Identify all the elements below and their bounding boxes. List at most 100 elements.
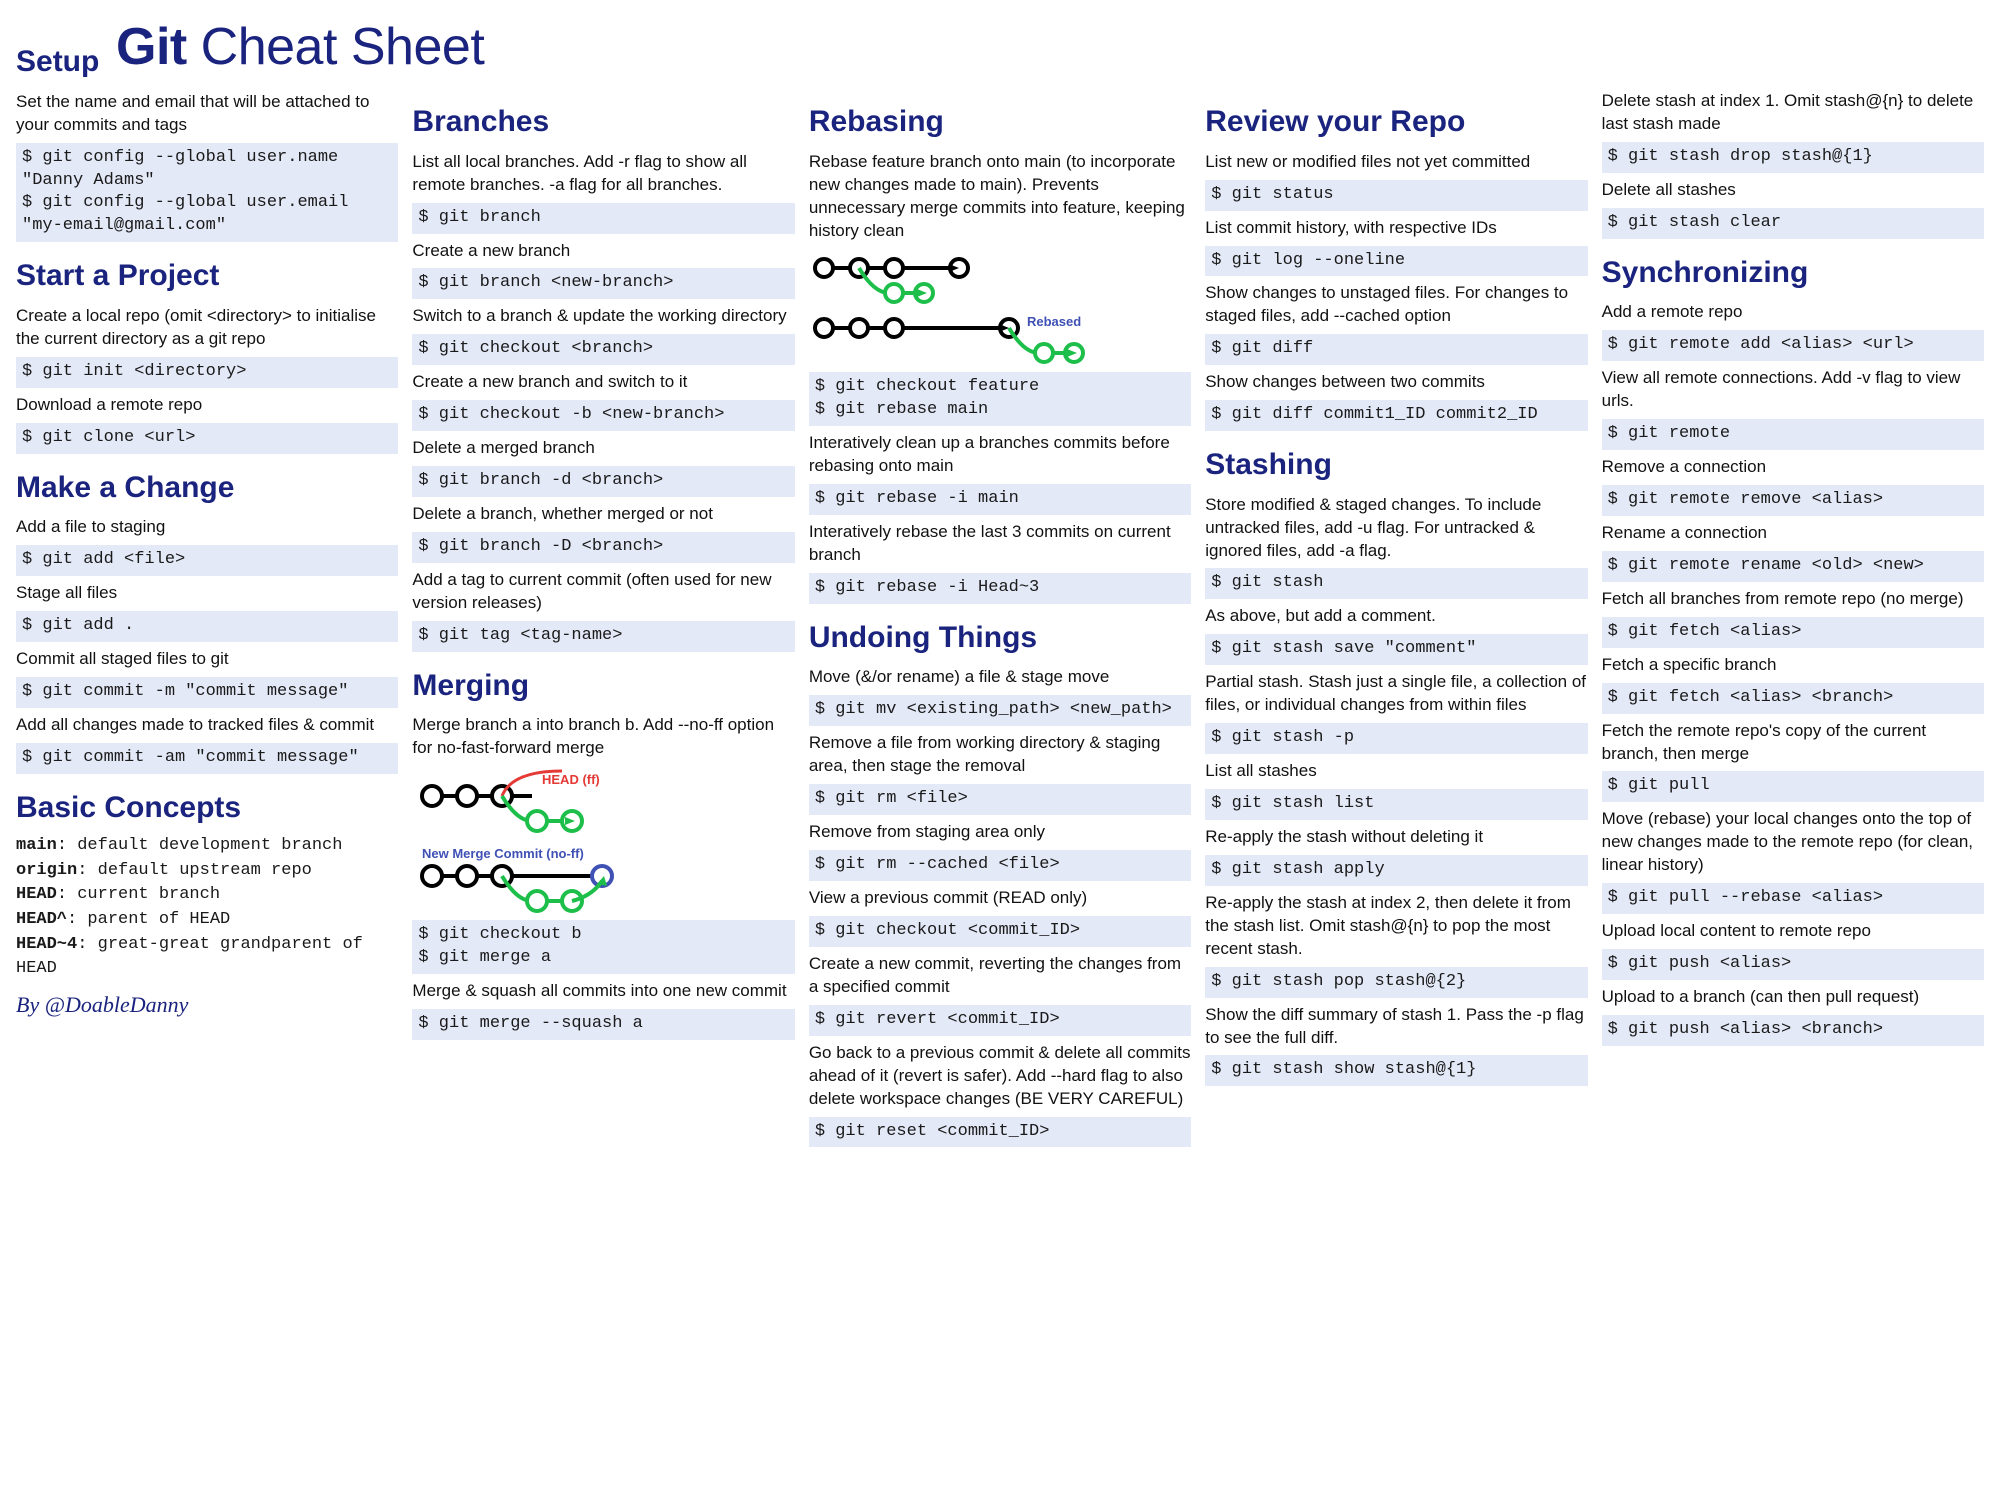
description: Move (&/or rename) a file & stage move — [809, 664, 1191, 691]
description: Interatively clean up a branches commits… — [809, 430, 1191, 480]
description: Create a new branch and switch to it — [412, 369, 794, 396]
code-block: $ git branch -d <branch> — [412, 466, 794, 497]
code-block: $ git stash list — [1205, 789, 1587, 820]
description: Fetch a specific branch — [1602, 652, 1984, 679]
code-block: $ git merge --squash a — [412, 1009, 794, 1040]
svg-text:HEAD (ff): HEAD (ff) — [542, 772, 600, 787]
description: Re-apply the stash at index 2, then dele… — [1205, 890, 1587, 963]
code-block: $ git branch -D <branch> — [412, 532, 794, 563]
column-2: BranchesList all local branches. Add -r … — [412, 88, 794, 1500]
code-block: $ git remote rename <old> <new> — [1602, 551, 1984, 582]
description: Rename a connection — [1602, 520, 1984, 547]
rebase-diagram: Rebased — [809, 248, 1191, 368]
description: Add all changes made to tracked files & … — [16, 712, 398, 739]
concepts-list: main: default development branchorigin: … — [16, 834, 398, 982]
code-block: $ git push <alias> — [1602, 949, 1984, 980]
description: As above, but add a comment. — [1205, 603, 1587, 630]
description: Set the name and email that will be atta… — [16, 89, 398, 139]
column-5: Delete stash at index 1. Omit stash@{n} … — [1602, 88, 1984, 1500]
code-block: $ git init <directory> — [16, 357, 398, 388]
code-block: $ git remote remove <alias> — [1602, 485, 1984, 516]
description: Show changes to unstaged files. For chan… — [1205, 280, 1587, 330]
code-block: $ git config --global user.name "Danny A… — [16, 143, 398, 243]
code-block: $ git remote — [1602, 419, 1984, 450]
code-block: $ git rm --cached <file> — [809, 850, 1191, 881]
code-block: $ git branch <new-branch> — [412, 268, 794, 299]
description: Show changes between two commits — [1205, 369, 1587, 396]
section-heading: Review your Repo — [1205, 102, 1587, 143]
code-block: $ git revert <commit_ID> — [809, 1005, 1191, 1036]
code-block: $ git stash clear — [1602, 208, 1984, 239]
description: Show the diff summary of stash 1. Pass t… — [1205, 1002, 1587, 1052]
description: Store modified & staged changes. To incl… — [1205, 492, 1587, 565]
description: Create a new commit, reverting the chang… — [809, 951, 1191, 1001]
description: Upload local content to remote repo — [1602, 918, 1984, 945]
code-block: $ git commit -am "commit message" — [16, 743, 398, 774]
code-block: $ git rm <file> — [809, 784, 1191, 815]
code-block: $ git stash save "comment" — [1205, 634, 1587, 665]
description: Remove from staging area only — [809, 819, 1191, 846]
description: View a previous commit (READ only) — [809, 885, 1191, 912]
code-block: $ git diff — [1205, 334, 1587, 365]
code-block: $ git stash apply — [1205, 855, 1587, 886]
code-block: $ git clone <url> — [16, 423, 398, 454]
section-heading: Rebasing — [809, 102, 1191, 143]
description: Delete all stashes — [1602, 177, 1984, 204]
description: Move (rebase) your local changes onto th… — [1602, 806, 1984, 879]
section-heading: Stashing — [1205, 445, 1587, 486]
code-block: $ git stash show stash@{1} — [1205, 1055, 1587, 1086]
column-4: Review your Repo List new or modified fil… — [1205, 88, 1587, 1500]
code-block: $ git pull --rebase <alias> — [1602, 883, 1984, 914]
section-heading: Basic Concepts — [16, 788, 398, 829]
columns: SetupSet the name and email that will be… — [16, 88, 1984, 1500]
description: Commit all staged files to git — [16, 646, 398, 673]
description: Create a new branch — [412, 238, 794, 265]
merge-diagram: HEAD (ff) New Merge Commit (no-ff) — [412, 766, 794, 916]
description: List commit history, with respective IDs — [1205, 215, 1587, 242]
code-block: $ git branch — [412, 203, 794, 234]
code-block: $ git fetch <alias> <branch> — [1602, 683, 1984, 714]
code-block: $ git log --oneline — [1205, 246, 1587, 277]
code-block: $ git checkout -b <new-branch> — [412, 400, 794, 431]
description: Merge branch a into branch b. Add --no-f… — [412, 712, 794, 762]
section-heading: Setup — [16, 42, 398, 83]
code-block: $ git checkout <commit_ID> — [809, 916, 1191, 947]
description: Merge & squash all commits into one new … — [412, 978, 794, 1005]
code-block: $ git status — [1205, 180, 1587, 211]
section-heading: Start a Project — [16, 256, 398, 297]
description: Rebase feature branch onto main (to inco… — [809, 149, 1191, 245]
section-heading: Undoing Things — [809, 618, 1191, 659]
section-heading: Make a Change — [16, 468, 398, 509]
code-block: $ git commit -m "commit message" — [16, 677, 398, 708]
code-block: $ git stash -p — [1205, 723, 1587, 754]
section-heading: Synchronizing — [1602, 253, 1984, 294]
code-block: $ git checkout b $ git merge a — [412, 920, 794, 974]
code-block: $ git stash — [1205, 568, 1587, 599]
description: Re-apply the stash without deleting it — [1205, 824, 1587, 851]
code-block: $ git stash pop stash@{2} — [1205, 967, 1587, 998]
code-block: $ git fetch <alias> — [1602, 617, 1984, 648]
description: List new or modified files not yet commi… — [1205, 149, 1587, 176]
description: Add a remote repo — [1602, 299, 1984, 326]
description: Delete stash at index 1. Omit stash@{n} … — [1602, 88, 1984, 138]
section-heading: Merging — [412, 666, 794, 707]
description: Create a local repo (omit <directory> to… — [16, 303, 398, 353]
credit: By @DoableDanny — [16, 990, 398, 1020]
code-block: $ git reset <commit_ID> — [809, 1117, 1191, 1148]
svg-text:Rebased: Rebased — [1027, 314, 1081, 329]
description: Interatively rebase the last 3 commits o… — [809, 519, 1191, 569]
code-block: $ git diff commit1_ID commit2_ID — [1205, 400, 1587, 431]
code-block: $ git tag <tag-name> — [412, 621, 794, 652]
description: Remove a connection — [1602, 454, 1984, 481]
description: View all remote connections. Add -v flag… — [1602, 365, 1984, 415]
code-block: $ git mv <existing_path> <new_path> — [809, 695, 1191, 726]
description: Stage all files — [16, 580, 398, 607]
code-block: $ git rebase -i main — [809, 484, 1191, 515]
description: Remove a file from working directory & s… — [809, 730, 1191, 780]
description: List all stashes — [1205, 758, 1587, 785]
description: Upload to a branch (can then pull reques… — [1602, 984, 1984, 1011]
code-block: $ git remote add <alias> <url> — [1602, 330, 1984, 361]
description: Fetch all branches from remote repo (no … — [1602, 586, 1984, 613]
description: Add a tag to current commit (often used … — [412, 567, 794, 617]
description: Add a file to staging — [16, 514, 398, 541]
